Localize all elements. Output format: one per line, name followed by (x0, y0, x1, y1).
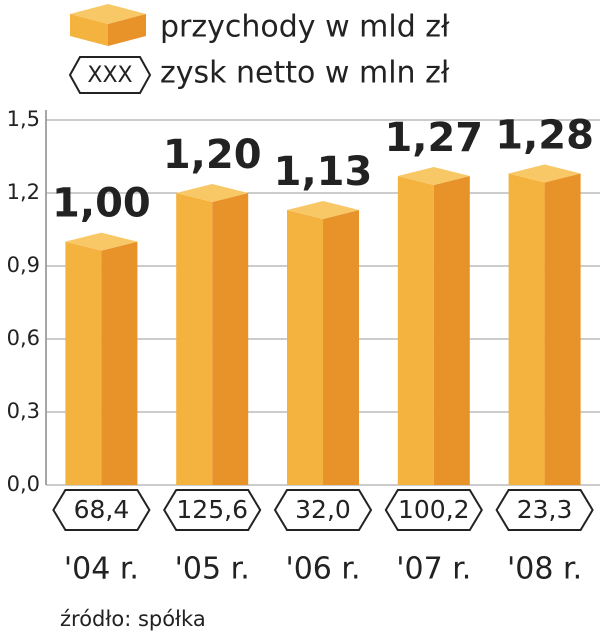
bar-face-right (323, 210, 359, 486)
y-tick-label: 0,3 (7, 399, 40, 423)
bar-face-left (397, 175, 434, 485)
profit-label: 32,0 (295, 495, 351, 524)
bar-top (397, 166, 470, 185)
legend-label: zysk netto w mln zł (160, 56, 450, 91)
legend-swatch-right (108, 14, 146, 46)
value-label: 1,20 (163, 132, 262, 178)
profit-label: 100,2 (398, 495, 470, 524)
y-tick-label: 1,2 (7, 180, 40, 204)
bar-face-right (433, 175, 470, 485)
bar-top (176, 184, 249, 202)
x-tick-label: '06 r. (285, 552, 360, 587)
bar-top (287, 201, 359, 220)
y-tick-label: 1,5 (7, 107, 40, 131)
profit-hexagon (163, 489, 262, 531)
profit-hexagon (495, 489, 594, 531)
y-tick-label: 0,9 (7, 253, 40, 277)
y-tick-label: 0,6 (7, 326, 40, 350)
bar-face-right (212, 193, 249, 485)
y-tick-label: 0,0 (7, 472, 40, 496)
profit-label: 68,4 (74, 495, 130, 524)
value-label: 1,28 (495, 113, 594, 159)
legend: przychody w mld zł XXX zysk netto w mln … (68, 4, 450, 94)
bar-top (65, 232, 138, 251)
x-tick-label: '05 r. (175, 552, 250, 587)
value-label: 1,27 (384, 115, 483, 161)
legend-swatch-left (70, 14, 108, 46)
profit-label: 125,6 (176, 495, 248, 524)
profit-hexagon (52, 489, 151, 531)
bar-face-right (101, 241, 138, 485)
profit-label: 23,3 (517, 495, 573, 524)
profit-hexagon (384, 489, 483, 531)
x-tick-label: '04 r. (64, 552, 139, 587)
bar-top (508, 164, 581, 183)
legend-hexagon (68, 56, 152, 94)
bar-face-left (176, 193, 213, 485)
bar-face-left (508, 173, 545, 486)
bar-face-left (65, 241, 102, 485)
legend-symbol-text: XXX (87, 63, 132, 88)
bar-face-left (287, 210, 323, 486)
x-tick-label: '08 r. (507, 552, 582, 587)
value-label: 1,13 (274, 149, 373, 195)
source: źródło: spółka (60, 607, 206, 631)
profit-hexagon (273, 489, 373, 531)
x-tick-label: '07 r. (396, 552, 471, 587)
legend-label: przychody w mld zł (160, 10, 450, 45)
bar-face-right (544, 173, 581, 486)
value-label: 1,00 (52, 181, 151, 227)
